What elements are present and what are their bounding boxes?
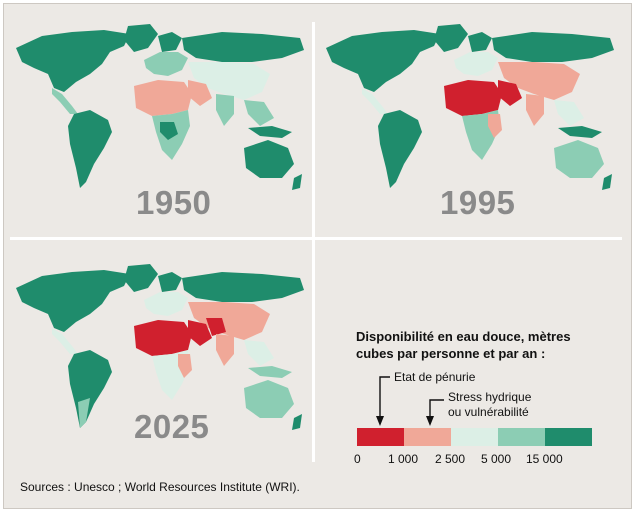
legend-swatch-high [545, 428, 592, 446]
legend-tick-1000: 1 000 [388, 452, 419, 466]
middle-east [498, 80, 522, 106]
arrow-stress [426, 399, 444, 426]
world-map-1950 [16, 24, 304, 190]
scandinavia [468, 32, 492, 52]
legend-tick-0: 0 [354, 452, 361, 466]
central-asia [188, 62, 270, 100]
southeast-asia [244, 100, 274, 126]
russia [182, 272, 304, 302]
central-asia [498, 62, 580, 100]
southeast-asia [244, 340, 274, 366]
legend-swatch-medium [498, 428, 545, 446]
scandinavia [158, 272, 182, 292]
greenland [434, 24, 468, 52]
sources-note: Sources : Unesco ; World Resources Insti… [20, 480, 300, 494]
europe [144, 52, 188, 76]
south-america [68, 350, 112, 428]
australia [244, 380, 294, 418]
legend-title: Disponibilité en eau douce, mètres cubes… [356, 328, 606, 362]
panel-divider-horizontal [10, 237, 622, 240]
year-label-2025: 2025 [134, 408, 210, 445]
legend-title-line1: Disponibilité en eau douce, mètres [356, 329, 571, 344]
world-map-2025 [16, 264, 304, 430]
central-asia [188, 302, 270, 340]
north-america [16, 30, 130, 92]
south-america [378, 110, 422, 188]
legend-color-scale [357, 428, 592, 446]
greenland [124, 264, 158, 292]
indonesia [248, 126, 292, 138]
new-zealand [292, 174, 302, 190]
south-america [68, 110, 112, 188]
panel-divider-vertical [312, 22, 315, 462]
europe [454, 52, 498, 76]
north-africa [444, 80, 502, 116]
arrow-scarcity [376, 376, 390, 426]
iran-pakistan [206, 318, 226, 336]
year-label-1995: 1995 [440, 184, 516, 221]
indonesia [248, 366, 292, 378]
australia [244, 140, 294, 178]
east-africa [178, 354, 192, 378]
middle-east [188, 80, 212, 106]
scandinavia [158, 32, 182, 52]
legend-note-stress: Stress hydrique ou vulnérabilité [448, 390, 531, 420]
australia [554, 140, 604, 178]
world-map-1995 [326, 24, 614, 190]
legend-swatch-scarcity [357, 428, 404, 446]
europe [144, 292, 188, 316]
legend-tick-15000: 15 000 [526, 452, 563, 466]
central-america [52, 88, 78, 114]
russia [182, 32, 304, 62]
legend-swatch-low [451, 428, 498, 446]
year-label-1950: 1950 [136, 184, 212, 221]
middle-east [188, 320, 212, 346]
legend-note-stress-line2: ou vulnérabilité [448, 405, 529, 419]
legend-swatch-stress [404, 428, 451, 446]
india [216, 94, 234, 126]
central-america [362, 88, 388, 114]
india [526, 94, 544, 126]
legend-note-scarcity: Etat de pénurie [394, 370, 476, 384]
greenland [124, 24, 158, 52]
north-america [326, 30, 440, 92]
north-africa [134, 320, 192, 356]
central-america [52, 328, 78, 354]
legend-note-stress-line1: Stress hydrique [448, 390, 532, 404]
legend-title-line2: cubes par personne et par an : [356, 346, 546, 361]
north-africa [134, 80, 192, 116]
legend-tick-5000: 5 000 [481, 452, 512, 466]
north-america [16, 270, 130, 332]
south-america-south [78, 398, 90, 428]
indonesia [558, 126, 602, 138]
russia [492, 32, 614, 62]
new-zealand [602, 174, 612, 190]
southeast-asia [554, 100, 584, 126]
legend-tick-2500: 2 500 [435, 452, 466, 466]
india [216, 334, 234, 366]
east-africa [488, 114, 502, 138]
congo-basin [160, 122, 178, 140]
new-zealand [292, 414, 302, 430]
